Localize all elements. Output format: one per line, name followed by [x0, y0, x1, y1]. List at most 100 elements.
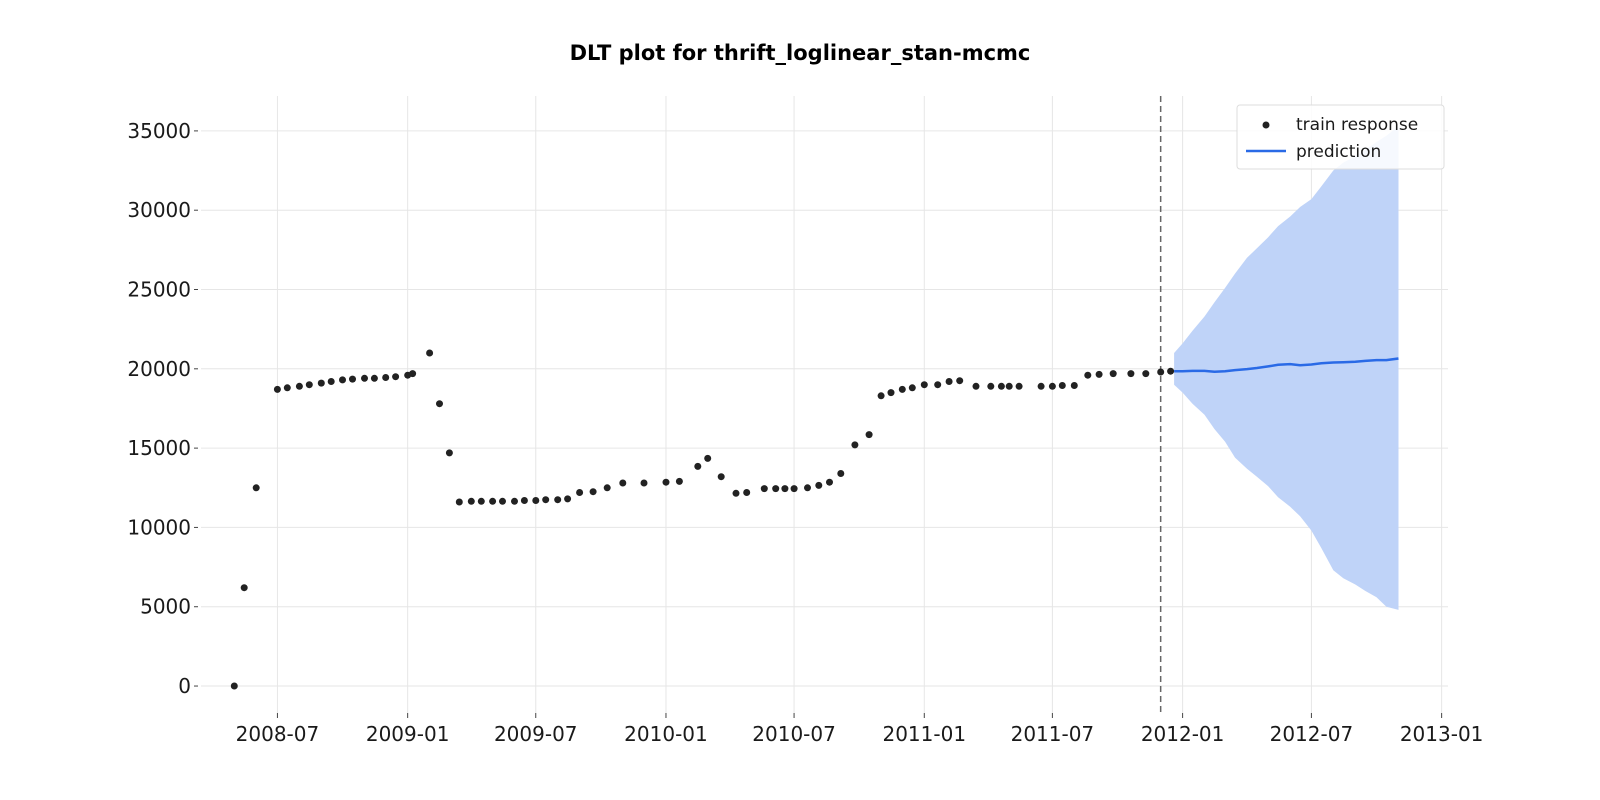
- train-response-point: [436, 400, 443, 408]
- train-response-point: [542, 496, 550, 504]
- x-tick-label: 2012-07: [1270, 722, 1354, 746]
- train-response-point: [603, 484, 611, 492]
- train-response-point: [675, 477, 683, 485]
- train-response-point: [997, 382, 1005, 390]
- train-response-point: [489, 497, 497, 505]
- train-response-point: [283, 384, 291, 392]
- y-tick-label: 25000: [127, 278, 191, 302]
- legend-marker-train-response: [1262, 121, 1270, 129]
- train-response-point: [877, 392, 885, 400]
- train-response-point: [898, 385, 906, 393]
- train-response-point: [1058, 382, 1066, 389]
- y-tick-label: 20000: [127, 357, 191, 381]
- x-tick-label: 2013-01: [1400, 722, 1484, 746]
- train-response-point: [564, 495, 572, 503]
- train-response-point: [252, 484, 260, 492]
- train-response-point: [1157, 368, 1165, 376]
- prediction-interval-band: [1174, 126, 1399, 610]
- train-response-point: [887, 389, 895, 397]
- train-response-point: [815, 481, 823, 489]
- train-response-point: [920, 381, 928, 389]
- train-response-point: [554, 496, 562, 504]
- train-response-point: [589, 488, 597, 496]
- train-response-point: [305, 381, 313, 389]
- prediction-line: [1174, 357, 1399, 373]
- y-tick-label: 35000: [127, 119, 191, 143]
- train-response-point: [520, 497, 528, 504]
- train-response-point: [327, 378, 335, 385]
- train-response-point: [273, 385, 281, 393]
- prediction-series: [1174, 357, 1399, 373]
- train-response-point: [532, 497, 540, 504]
- train-response-point: [837, 470, 845, 477]
- train-response-point: [467, 497, 475, 505]
- chart-title: DLT plot for thrift_loglinear_stan-mcmc: [570, 41, 1031, 65]
- train-response-point: [1109, 370, 1117, 378]
- x-tick-label: 2009-07: [494, 722, 578, 746]
- train-response-point: [662, 478, 670, 486]
- y-tick-label: 15000: [127, 436, 191, 460]
- train-response-point: [1048, 382, 1056, 390]
- x-tick-label: 2012-01: [1141, 722, 1225, 746]
- train-response-point: [790, 485, 798, 493]
- train-response-point: [1167, 367, 1175, 375]
- x-tick-label: 2010-01: [624, 722, 708, 746]
- train-response-point: [317, 379, 325, 387]
- train-response-point: [772, 485, 780, 493]
- train-response-point: [1005, 382, 1013, 390]
- train-response-point: [851, 441, 859, 449]
- train-response-point: [865, 431, 873, 439]
- train-response-point: [230, 682, 238, 690]
- train-response-point: [760, 485, 768, 493]
- x-tick-label: 2009-01: [366, 722, 450, 746]
- train-response-point: [945, 378, 953, 385]
- x-tick-label: 2011-07: [1011, 722, 1095, 746]
- train-response-point: [339, 376, 346, 384]
- y-tick-label: 30000: [127, 198, 191, 222]
- train-response-point: [826, 478, 833, 486]
- y-axis: 0 5000 10000 15000 20000 25000 30000 35000: [127, 119, 198, 698]
- train-response-point: [409, 370, 417, 378]
- train-response-point: [972, 382, 980, 390]
- x-tick-label: 2010-07: [752, 722, 836, 746]
- prediction-interval: [1174, 126, 1399, 610]
- train-response-point: [1070, 382, 1078, 389]
- legend-box: [1236, 104, 1445, 170]
- train-response-point: [781, 485, 789, 493]
- train-response-point: [1084, 371, 1092, 379]
- train-response-point: [717, 473, 725, 481]
- legend-label-prediction: prediction: [1296, 142, 1381, 162]
- train-response-point: [732, 489, 740, 497]
- train-response-point: [640, 479, 648, 487]
- train-response-point: [240, 584, 248, 592]
- train-response-point: [382, 374, 390, 381]
- train-response-point: [1142, 370, 1150, 378]
- x-axis: 2008-07 2009-01 2009-07 2010-01 2010-07 2011-…: [236, 713, 1484, 746]
- y-tick-label: 10000: [127, 515, 191, 539]
- train-response-point: [619, 479, 627, 487]
- train-response-point: [1127, 370, 1135, 378]
- legend: train response prediction: [1236, 104, 1445, 170]
- train-response-point: [908, 384, 916, 392]
- train-response-point: [934, 381, 942, 389]
- train-response-point: [455, 498, 463, 506]
- x-tick-label: 2008-07: [236, 722, 320, 746]
- train-response-point: [295, 382, 303, 390]
- train-response-point: [511, 497, 518, 505]
- train-response-point: [392, 373, 400, 381]
- train-response-point: [1015, 382, 1023, 390]
- train-response-point: [1037, 382, 1045, 390]
- train-response-series: [230, 349, 1175, 690]
- train-response-point: [956, 377, 964, 385]
- train-response-point: [987, 382, 995, 390]
- train-response-point: [499, 497, 506, 505]
- train-response-point: [1095, 370, 1103, 378]
- train-response-point: [576, 489, 584, 496]
- train-response-point: [445, 449, 453, 457]
- train-response-point: [370, 374, 378, 382]
- train-response-point: [477, 497, 485, 505]
- train-response-point: [426, 349, 434, 357]
- legend-label-train-response: train response: [1296, 115, 1418, 135]
- train-response-point: [361, 374, 368, 382]
